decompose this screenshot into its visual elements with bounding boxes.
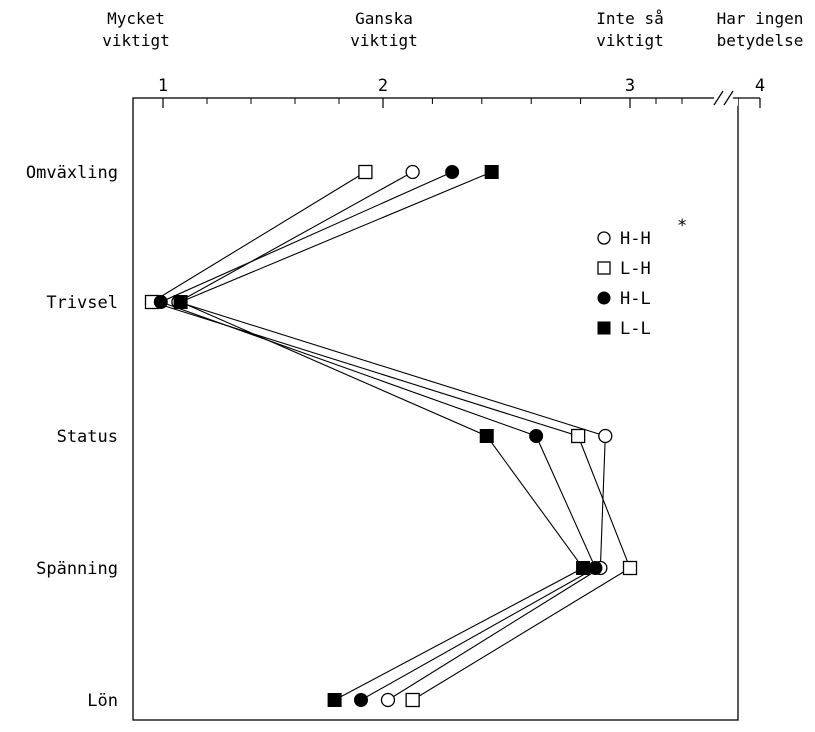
legend-label: H-H <box>620 229 651 249</box>
legend-marker <box>597 291 611 305</box>
legend-marker <box>597 261 611 275</box>
legend-label: L-H <box>620 259 651 279</box>
tick-label: 3 <box>625 76 635 96</box>
data-point <box>570 428 586 444</box>
axis-break-mark <box>723 90 734 106</box>
legend-label: H-L <box>620 289 651 309</box>
data-point <box>445 165 460 179</box>
top-scale-label: Ganska <box>355 9 413 28</box>
tick-label: 2 <box>378 76 388 96</box>
plot-frame <box>132 97 739 721</box>
top-scale-label: betydelse <box>717 31 804 50</box>
legend: H-H L-H H-L L-L * <box>597 216 687 339</box>
legend-label: L-L <box>620 319 651 339</box>
data-point <box>153 295 168 309</box>
category-label: Lön <box>87 691 118 711</box>
data-point <box>380 692 396 708</box>
top-scale-labels: Mycket viktigt Ganska viktigt Inte så viktigt… <box>102 9 803 50</box>
data-point <box>173 295 188 309</box>
top-scale-label: Inte så <box>596 9 663 28</box>
axis-break-gap <box>714 90 738 106</box>
data-point <box>598 428 613 444</box>
series-lines <box>150 171 631 701</box>
data-point <box>479 429 494 443</box>
top-scale-label: Har ingen <box>717 9 804 28</box>
category-label: Trivsel <box>46 293 118 313</box>
data-point <box>576 561 591 575</box>
data-point <box>358 164 373 180</box>
data-point <box>354 693 368 707</box>
data-point <box>327 693 342 707</box>
category-label: Status <box>57 427 118 447</box>
tick-label: 4 <box>755 76 765 96</box>
data-point <box>622 560 638 576</box>
axis-break <box>713 90 760 106</box>
category-label: Spänning <box>36 559 118 579</box>
data-point <box>529 429 544 443</box>
series-markers <box>144 164 638 708</box>
data-point <box>484 165 499 179</box>
tick-label: 1 <box>158 76 168 96</box>
series-line-l-l <box>179 171 584 701</box>
top-scale-label: viktigt <box>596 31 663 50</box>
top-scale-label: Mycket <box>107 9 165 28</box>
axis-break-mark <box>713 90 724 106</box>
legend-marker <box>597 231 611 245</box>
data-point <box>588 561 603 575</box>
x-axis-ticks: 1 2 3 4 <box>158 76 765 108</box>
series-line-l-h <box>150 171 631 701</box>
data-point <box>405 164 420 180</box>
data-point <box>405 692 420 708</box>
legend-marker <box>597 321 611 335</box>
category-label: Omväxling <box>26 163 118 183</box>
category-labels: Omväxling Trivsel Status Spänning Lön <box>26 163 118 711</box>
legend-note: * <box>677 216 687 236</box>
top-scale-label: viktigt <box>350 31 417 50</box>
top-scale-label: viktigt <box>102 31 169 50</box>
